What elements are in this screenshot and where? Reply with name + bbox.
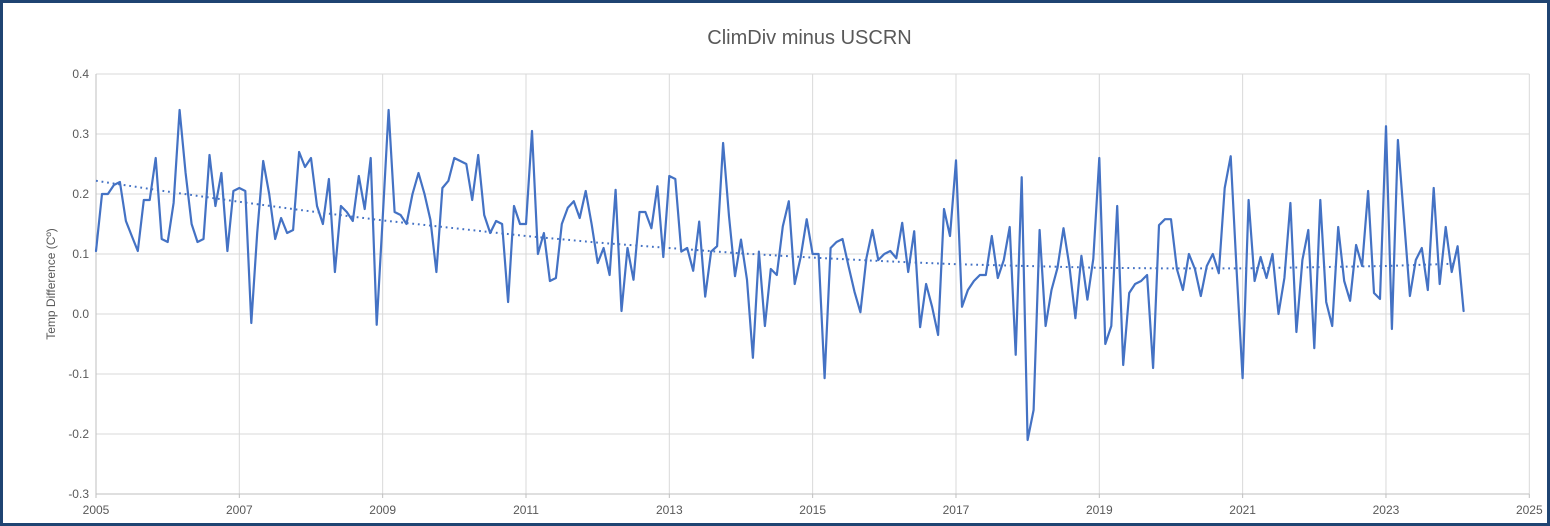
x-tick-label: 2009 [369, 503, 396, 517]
x-tick-label: 2005 [83, 503, 110, 517]
axis-tick-labels: 0.4 0.3 0.2 0.1 0.0 -0.1 -0.2 -0.3 2005 2007 2009 2… [68, 67, 1543, 517]
x-tick-label: 2019 [1086, 503, 1113, 517]
axis-tick-marks [95, 494, 1530, 498]
x-tick-label: 2021 [1229, 503, 1256, 517]
y-tick-label: 0.1 [72, 247, 89, 261]
x-tick-label: 2025 [1516, 503, 1543, 517]
y-tick-label: 0.4 [72, 67, 89, 81]
gridlines [95, 73, 1530, 495]
y-tick-label: -0.1 [68, 367, 89, 381]
x-tick-label: 2017 [943, 503, 970, 517]
x-tick-label: 2023 [1373, 503, 1400, 517]
data-series-line [94, 108, 1465, 442]
x-tick-label: 2007 [226, 503, 253, 517]
y-tick-label: -0.3 [68, 487, 89, 501]
y-tick-label: 0.3 [72, 127, 89, 141]
plot-area: 0.4 0.3 0.2 0.1 0.0 -0.1 -0.2 -0.3 2005 2007 2009 2… [68, 67, 1543, 517]
x-tick-label: 2015 [799, 503, 826, 517]
y-tick-label: 0.0 [72, 307, 89, 321]
x-tick-label: 2011 [513, 503, 539, 517]
y-tick-label: 0.2 [72, 187, 89, 201]
x-tick-label: 2013 [656, 503, 683, 517]
chart-title: ClimDiv minus USCRN [707, 27, 912, 49]
series-polyline [94, 108, 1465, 442]
y-tick-label: -0.2 [68, 427, 89, 441]
